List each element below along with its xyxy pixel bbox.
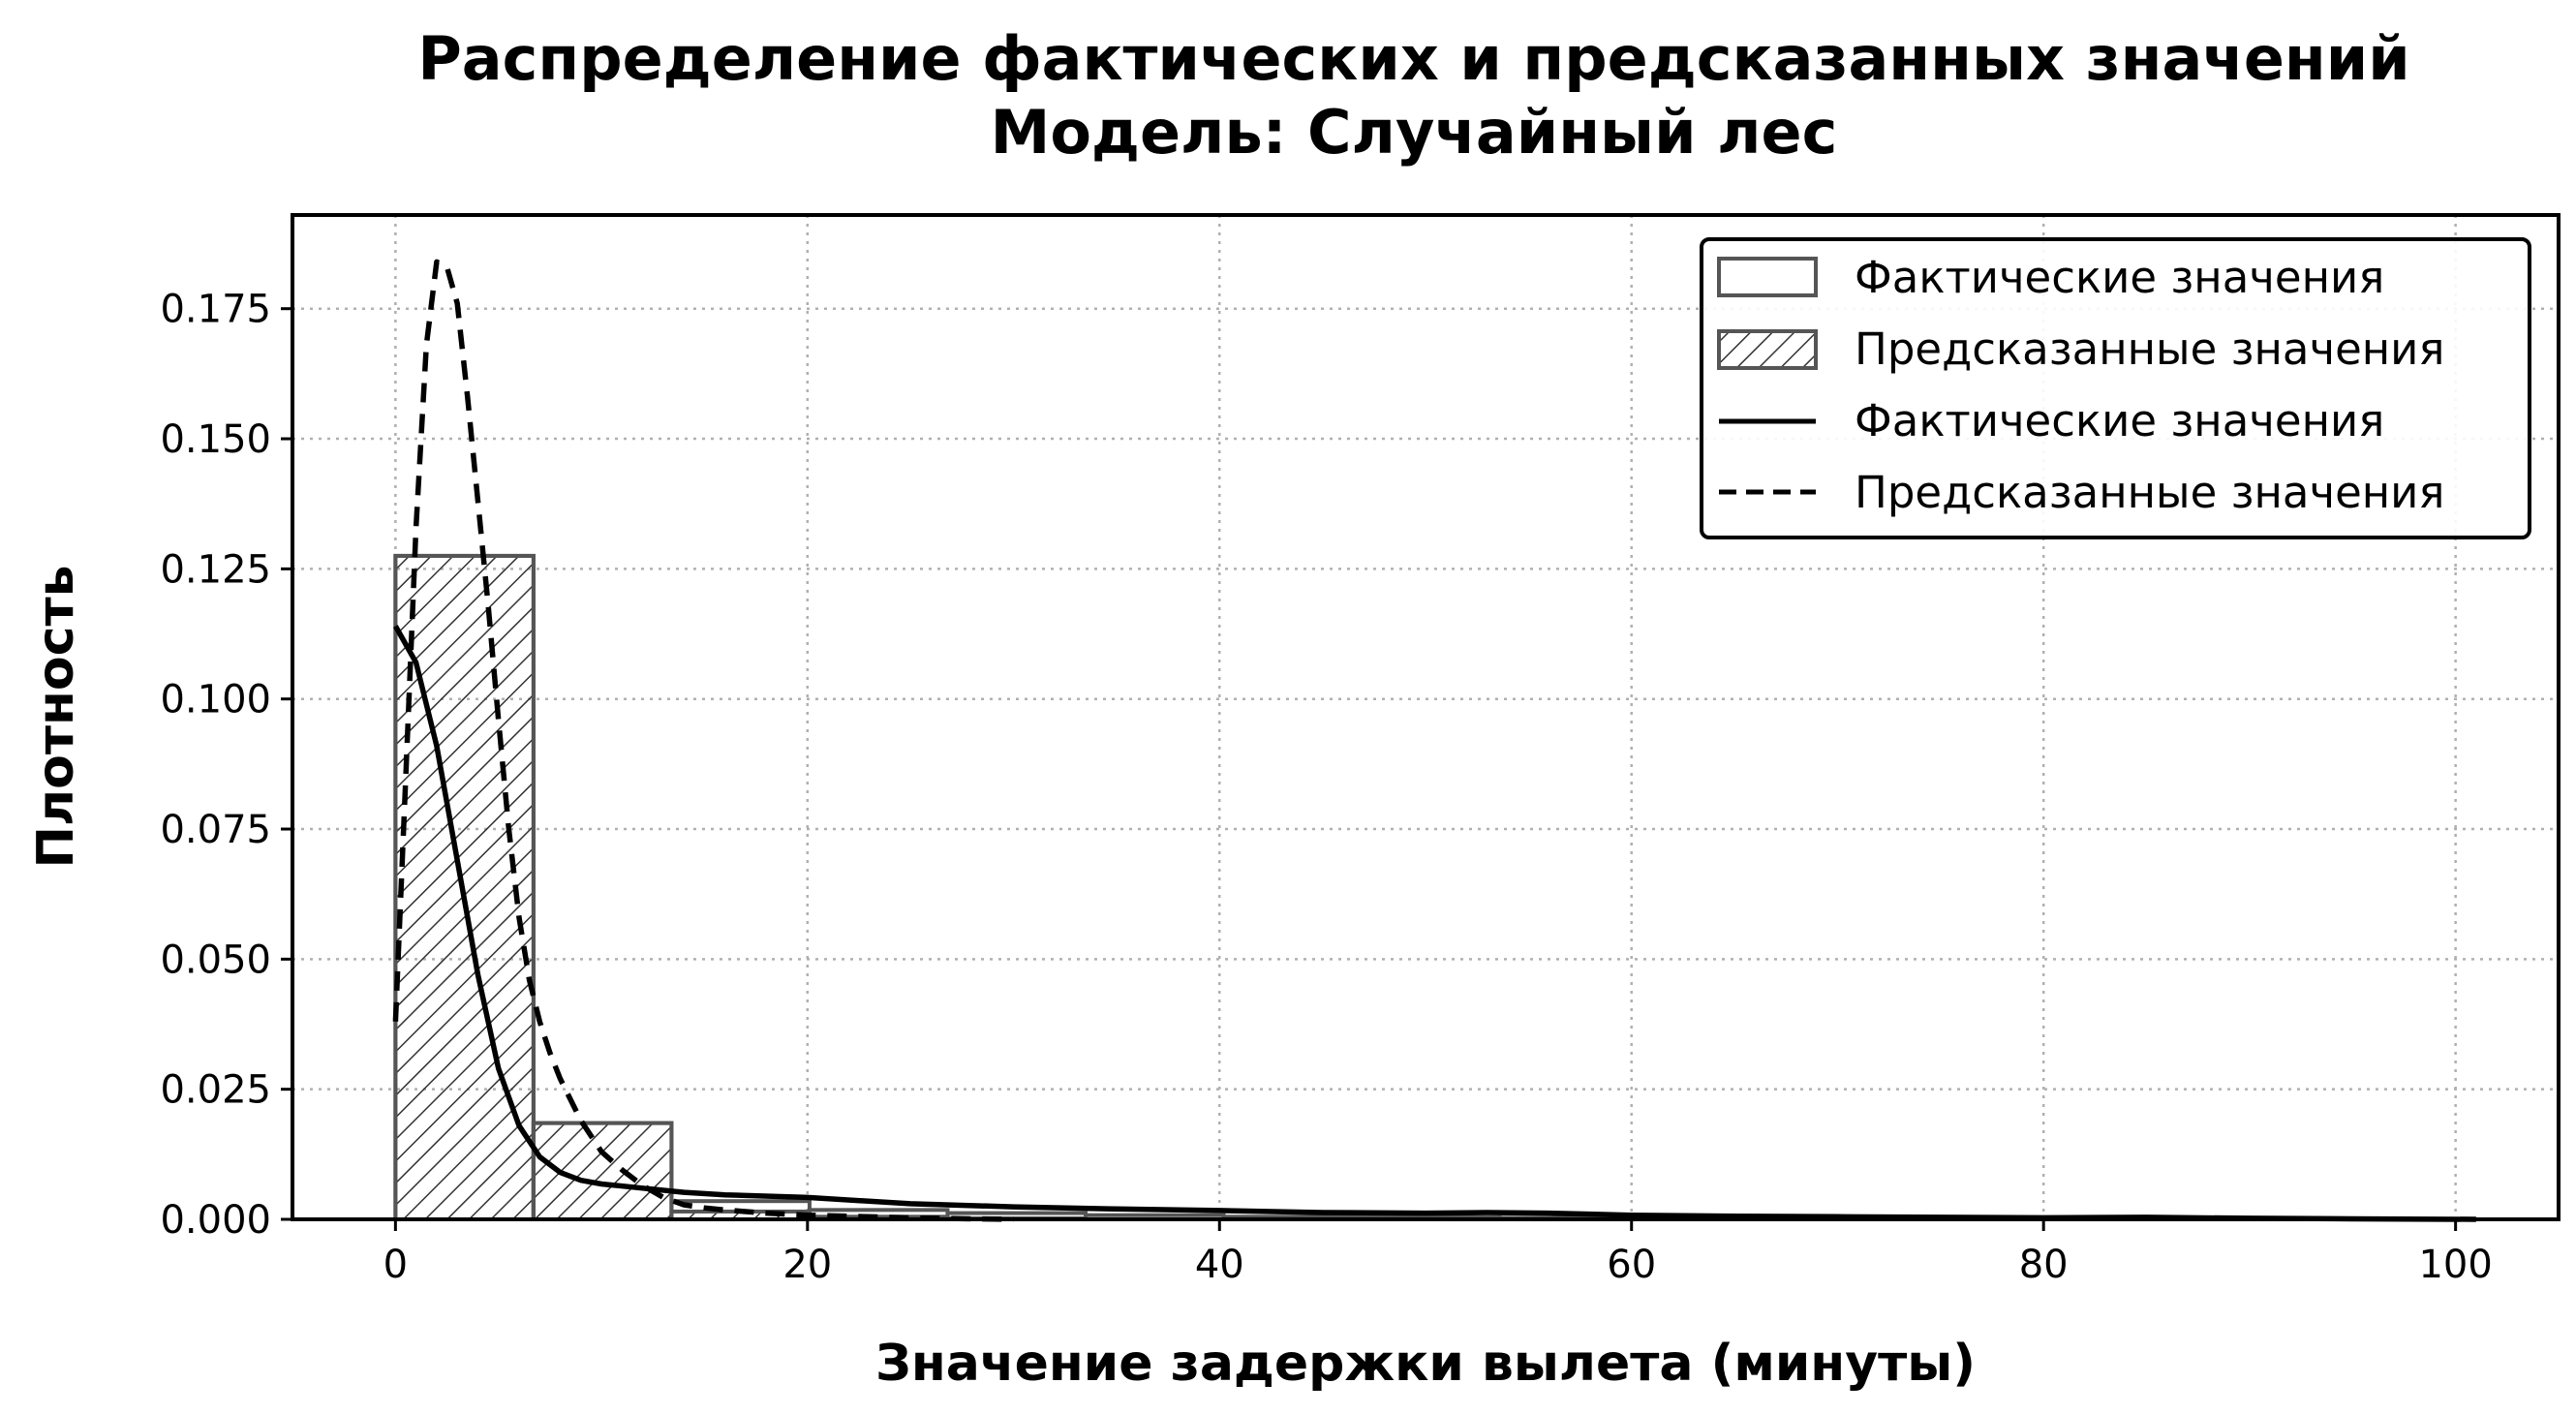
chart-title-line2: Модель: Случайный лес (991, 97, 1838, 168)
predicted-kde-line (392, 259, 1014, 1222)
y-tick-label: 0.050 (160, 938, 271, 982)
legend-label-actual-line: Фактические значения (1855, 395, 2384, 446)
x-axis-ticks: 0 20 40 60 80 100 (383, 1219, 2493, 1287)
y-axis-label: Плотность (27, 566, 85, 869)
y-tick-label: 0.175 (160, 288, 271, 332)
histogram-bars (393, 553, 2330, 1222)
y-tick-label: 0.150 (160, 417, 271, 462)
legend-label-actual-hist: Фактические значения (1855, 252, 2384, 303)
y-tick-label: 0.125 (160, 547, 271, 592)
x-tick-label: 60 (1607, 1243, 1656, 1287)
x-axis-label: Значение задержки вылета (минуты) (875, 1335, 1976, 1393)
x-tick-label: 0 (383, 1243, 408, 1287)
chart-title-line1: Распределение фактических и предсказанны… (417, 23, 2409, 94)
legend-frame (1700, 237, 2531, 539)
y-tick-label: 0.075 (160, 808, 271, 852)
plot-frame (291, 213, 2561, 1221)
x-tick-label: 20 (782, 1243, 832, 1287)
legend-label-predicted-hist: Предсказанные значения (1855, 323, 2445, 375)
y-tick-label: 0.100 (160, 678, 271, 722)
x-tick-label: 40 (1195, 1243, 1244, 1287)
y-axis-ticks: 0.000 0.025 0.050 0.075 0.100 0.125 0.150 0.175 (160, 288, 292, 1243)
kde-lines (392, 259, 2476, 1222)
legend-swatch-predicted-hist (1717, 329, 1818, 370)
y-tick-label: 0.000 (160, 1198, 271, 1243)
legend-swatch-actual-hist (1717, 257, 1818, 297)
actual-kde-line (393, 625, 2476, 1222)
x-tick-label: 100 (2418, 1243, 2492, 1287)
y-tick-label: 0.025 (160, 1068, 271, 1113)
legend-label-predicted-line: Предсказанные значения (1855, 467, 2445, 518)
legend: Фактические значения Предсказанные значе… (1700, 237, 2531, 539)
x-tick-label: 80 (2019, 1243, 2069, 1287)
